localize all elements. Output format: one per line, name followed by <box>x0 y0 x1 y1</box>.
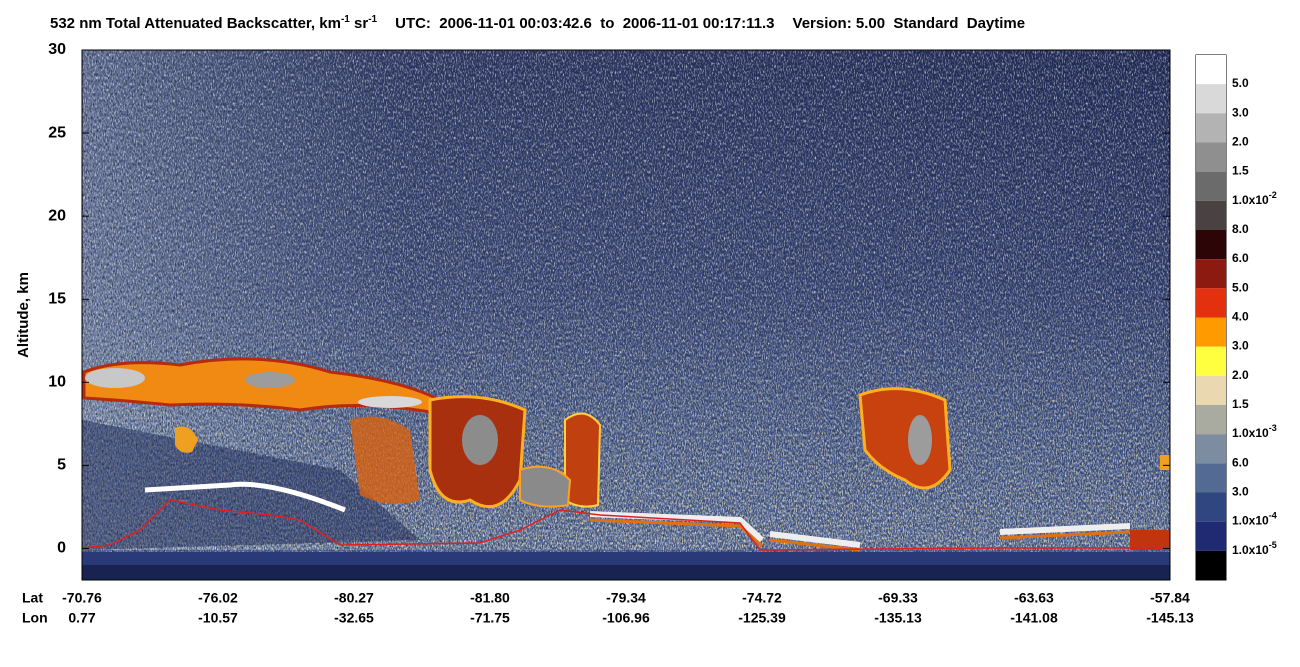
title-unit: sr <box>354 15 369 32</box>
colorbar-swatch <box>1196 346 1226 376</box>
colorbar-label: 1.0x10-3 <box>1232 424 1277 441</box>
colorbar-label: 6.0 <box>1232 456 1249 470</box>
colorbar-label-mantissa: 1.5 <box>1232 164 1249 178</box>
y-tick-label: 10 <box>48 374 66 391</box>
colorbar-swatch <box>1196 142 1226 172</box>
colorbar-label: 2.0 <box>1232 368 1249 382</box>
colorbar-label-mantissa: 4.0 <box>1232 310 1249 324</box>
colorbar-label-mantissa: 8.0 <box>1232 222 1249 236</box>
x-tick-label: -74.72 <box>742 590 782 606</box>
colorbar-label: 4.0 <box>1232 310 1249 324</box>
colorbar-label-mantissa: 6.0 <box>1232 251 1249 265</box>
colorbar-swatch <box>1196 463 1226 493</box>
colorbar-swatch <box>1196 230 1226 260</box>
cloud <box>82 357 1170 509</box>
colorbar-swatch <box>1196 317 1226 347</box>
colorbar-label-exponent: -4 <box>1269 511 1277 521</box>
x-tick-label: -69.33 <box>878 590 918 606</box>
colorbar-label: 1.0x10-4 <box>1232 511 1277 528</box>
colorbar-label-mantissa: 3.0 <box>1232 485 1249 499</box>
y-tick-label: 0 <box>57 540 66 557</box>
x-tick-label: -80.27 <box>334 590 374 606</box>
colorbar-label: 8.0 <box>1232 222 1249 236</box>
colorbar-label: 3.0 <box>1232 106 1249 120</box>
x-tick-label: -125.39 <box>738 610 786 626</box>
colorbar-label: 3.0 <box>1232 485 1249 499</box>
colorbar-label: 3.0 <box>1232 339 1249 353</box>
x-tick-label: -57.84 <box>1150 590 1190 606</box>
x-tick-label: -70.76 <box>62 590 102 606</box>
colorbar-label: 5.0 <box>1232 76 1249 90</box>
x-tick-label: -63.63 <box>1014 590 1054 606</box>
colorbar-label: 2.0 <box>1232 135 1249 149</box>
colorbar-swatch <box>1196 113 1226 143</box>
colorbar-label-exponent: -2 <box>1269 190 1277 200</box>
y-tick-label: 5 <box>57 457 66 474</box>
x-tick-label: -141.08 <box>1010 610 1058 626</box>
colorbar-label-mantissa: 2.0 <box>1232 368 1249 382</box>
colorbar-swatch <box>1196 550 1226 580</box>
x-tick-label: -10.57 <box>198 610 238 626</box>
x-tick-label: -32.65 <box>334 610 374 626</box>
colorbar-label-mantissa: 5.0 <box>1232 281 1249 295</box>
surface <box>82 481 1170 552</box>
colorbar-swatch <box>1196 434 1226 464</box>
colorbar-label-mantissa: 1.0x10 <box>1232 514 1269 528</box>
colorbar-label-mantissa: 1.0x10 <box>1232 426 1269 440</box>
title-utc: UTC: 2006-11-01 00:03:42.6 to 2006-11-01… <box>395 15 775 32</box>
y-tick-label: 25 <box>48 124 66 141</box>
colorbar-swatch <box>1196 492 1226 522</box>
colorbar-label-mantissa: 1.0x10 <box>1232 543 1269 557</box>
colorbar-swatch <box>1196 200 1226 230</box>
colorbar-label: 1.5 <box>1232 164 1249 178</box>
colorbar-swatch <box>1196 55 1226 85</box>
title-sup: -1 <box>368 14 378 25</box>
x-tick-label: -71.75 <box>470 610 510 626</box>
colorbar-swatch <box>1196 288 1226 318</box>
colorbar-label-mantissa: 1.0x10 <box>1232 193 1269 207</box>
y-axis-label: Altitude, km <box>15 272 32 358</box>
y-tick-label: 30 <box>48 41 66 58</box>
x-tick-label: -106.96 <box>602 610 650 626</box>
colorbar-swatch <box>1196 171 1226 201</box>
x-row-name: Lon <box>22 610 48 626</box>
colorbar-label-exponent: -3 <box>1269 424 1277 434</box>
colorbar-label-mantissa: 3.0 <box>1232 106 1249 120</box>
colorbar-swatch <box>1196 84 1226 114</box>
y-tick-label: 20 <box>48 207 66 224</box>
title-version: Version: 5.00 Standard Daytime <box>792 15 1026 32</box>
colorbar-label: 1.0x10-5 <box>1232 540 1277 557</box>
colorbar-swatch <box>1196 375 1226 405</box>
colorbar-label-mantissa: 1.5 <box>1232 397 1249 411</box>
title-main: 532 nm Total Attenuated Backscatter, km <box>50 15 341 32</box>
x-tick-label: -81.80 <box>470 590 510 606</box>
plot-frame <box>81 49 1171 581</box>
x-tick-label: -135.13 <box>874 610 922 626</box>
colorbar-label-exponent: -5 <box>1269 540 1277 550</box>
backscatter-image <box>82 50 1170 580</box>
colorbar-label: 6.0 <box>1232 251 1249 265</box>
colorbar-label-mantissa: 6.0 <box>1232 456 1249 470</box>
colorbar-label-mantissa: 5.0 <box>1232 76 1249 90</box>
colorbar-label: 1.0x10-2 <box>1232 190 1277 207</box>
colorbar-swatch <box>1196 405 1226 435</box>
colorbar-label: 5.0 <box>1232 281 1249 295</box>
x-tick-label: -79.34 <box>606 590 646 606</box>
colorbar-label-mantissa: 2.0 <box>1232 135 1249 149</box>
x-row-name: Lat <box>22 590 43 606</box>
colorbar-swatch <box>1196 259 1226 289</box>
chart-title: 532 nm Total Attenuated Backscatter, km-… <box>50 14 1025 32</box>
x-tick-label: -76.02 <box>198 590 238 606</box>
colorbar-label: 1.5 <box>1232 397 1249 411</box>
colorbar-swatch <box>1196 521 1226 551</box>
x-tick-label: 0.77 <box>68 610 95 626</box>
x-tick-label: -145.13 <box>1146 610 1194 626</box>
title-sup: -1 <box>340 14 350 25</box>
colorbar-label-mantissa: 3.0 <box>1232 339 1249 353</box>
y-tick-label: 15 <box>48 290 66 307</box>
